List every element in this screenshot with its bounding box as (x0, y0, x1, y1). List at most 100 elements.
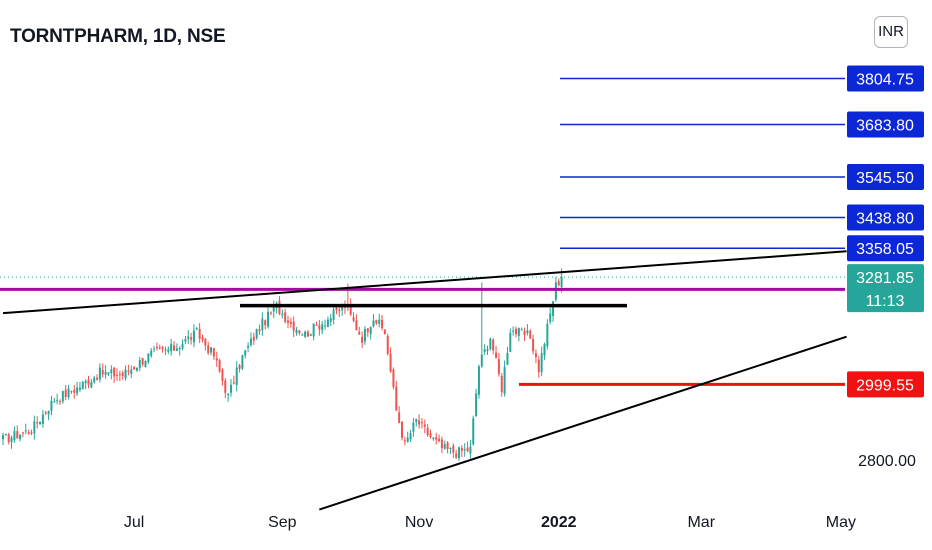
price-tag-bg (847, 204, 924, 231)
price-tag-text: 3683.80 (856, 117, 914, 134)
candle-body (363, 329, 366, 342)
candle-body (415, 418, 418, 422)
candle-body (78, 387, 81, 390)
candle-body (39, 421, 42, 425)
candle-body (16, 431, 19, 439)
candle-body (130, 369, 133, 374)
candle-body (512, 330, 515, 332)
candle-body (147, 353, 150, 363)
candle-body (361, 336, 364, 343)
candle-body (198, 328, 201, 339)
candle-body (144, 360, 147, 368)
candle-body (372, 320, 375, 327)
candle-body (326, 319, 329, 328)
candle-body (190, 337, 193, 340)
candle-body (392, 369, 395, 387)
candle-body (497, 359, 500, 375)
candle-body (207, 345, 210, 354)
candle-body (318, 325, 321, 330)
candle-body (230, 384, 232, 393)
candle-body (475, 393, 478, 417)
candle-body (352, 317, 355, 321)
candle-body (224, 380, 227, 393)
candle-body (540, 353, 543, 373)
candle-body (517, 327, 520, 336)
candle-body (175, 348, 178, 352)
candle-body (381, 319, 384, 329)
price-tag-text: 3358.05 (856, 241, 914, 258)
x-tick-label: May (826, 514, 856, 531)
candle-body (289, 321, 292, 325)
candle-body (27, 431, 30, 434)
candle-body (127, 370, 130, 372)
candle-body (138, 360, 141, 368)
candle-body (552, 301, 555, 316)
candle-body (110, 369, 113, 374)
candle-body (36, 422, 39, 424)
candle-body (420, 422, 423, 424)
candle-body (247, 345, 250, 348)
candle-body (557, 281, 560, 286)
x-tick-label: Jul (124, 514, 144, 531)
candle-body (440, 439, 443, 449)
candle-body (155, 346, 158, 349)
y-tick-label: 2800.00 (858, 453, 916, 470)
candle-body (141, 358, 144, 365)
candle-body (446, 442, 449, 449)
x-tick-label: Nov (405, 514, 433, 531)
candle-body (398, 412, 401, 424)
candle-body (7, 434, 10, 442)
candle-body (383, 329, 386, 335)
candle-body (19, 434, 22, 440)
candle-body (301, 334, 304, 336)
x-tick-label: Sep (268, 514, 297, 531)
candle-body (406, 437, 409, 442)
candle-body (412, 422, 415, 432)
candle-body (506, 352, 509, 365)
candle-body (84, 381, 87, 384)
candle-body (389, 353, 392, 372)
candle-body (221, 369, 224, 381)
candle-body (133, 367, 136, 370)
candle-body (204, 338, 207, 346)
currency-button[interactable]: INR (874, 16, 908, 48)
candle-body (515, 328, 517, 335)
candle-body (59, 401, 61, 403)
candle-body (532, 338, 535, 352)
candle-body (73, 389, 76, 393)
candle-body (47, 411, 50, 415)
candle-body (272, 306, 275, 312)
candle-body (469, 446, 472, 454)
candle-body (458, 447, 460, 459)
candle-body (386, 336, 389, 355)
candle-body (304, 331, 307, 337)
trend-line-lower (319, 335, 847, 511)
candle-body (2, 435, 4, 440)
candle-body (309, 334, 312, 336)
candle-body (409, 433, 412, 440)
candle-body (534, 353, 537, 358)
chart-title: TORNTPHARM, 1D, NSE (10, 26, 226, 47)
candle-body (466, 447, 469, 452)
candle-body (477, 366, 480, 395)
candle-body (452, 445, 455, 453)
candle-body (435, 437, 438, 440)
candle-body (170, 343, 173, 352)
candle-body (401, 421, 403, 438)
candle-body (489, 338, 492, 350)
candle-body (81, 381, 84, 390)
candle-body (50, 400, 53, 411)
price-tag-bg (847, 65, 924, 92)
candle-body (192, 330, 195, 343)
candle-body (238, 365, 241, 369)
candle-body (118, 374, 121, 376)
candle-body (64, 389, 67, 397)
candle-body (284, 312, 287, 322)
candle-body (483, 349, 486, 352)
candle-body (529, 330, 532, 339)
candle-body (249, 338, 252, 346)
candle-body (264, 320, 267, 326)
candle-body (543, 344, 546, 356)
candle-body (261, 318, 264, 331)
